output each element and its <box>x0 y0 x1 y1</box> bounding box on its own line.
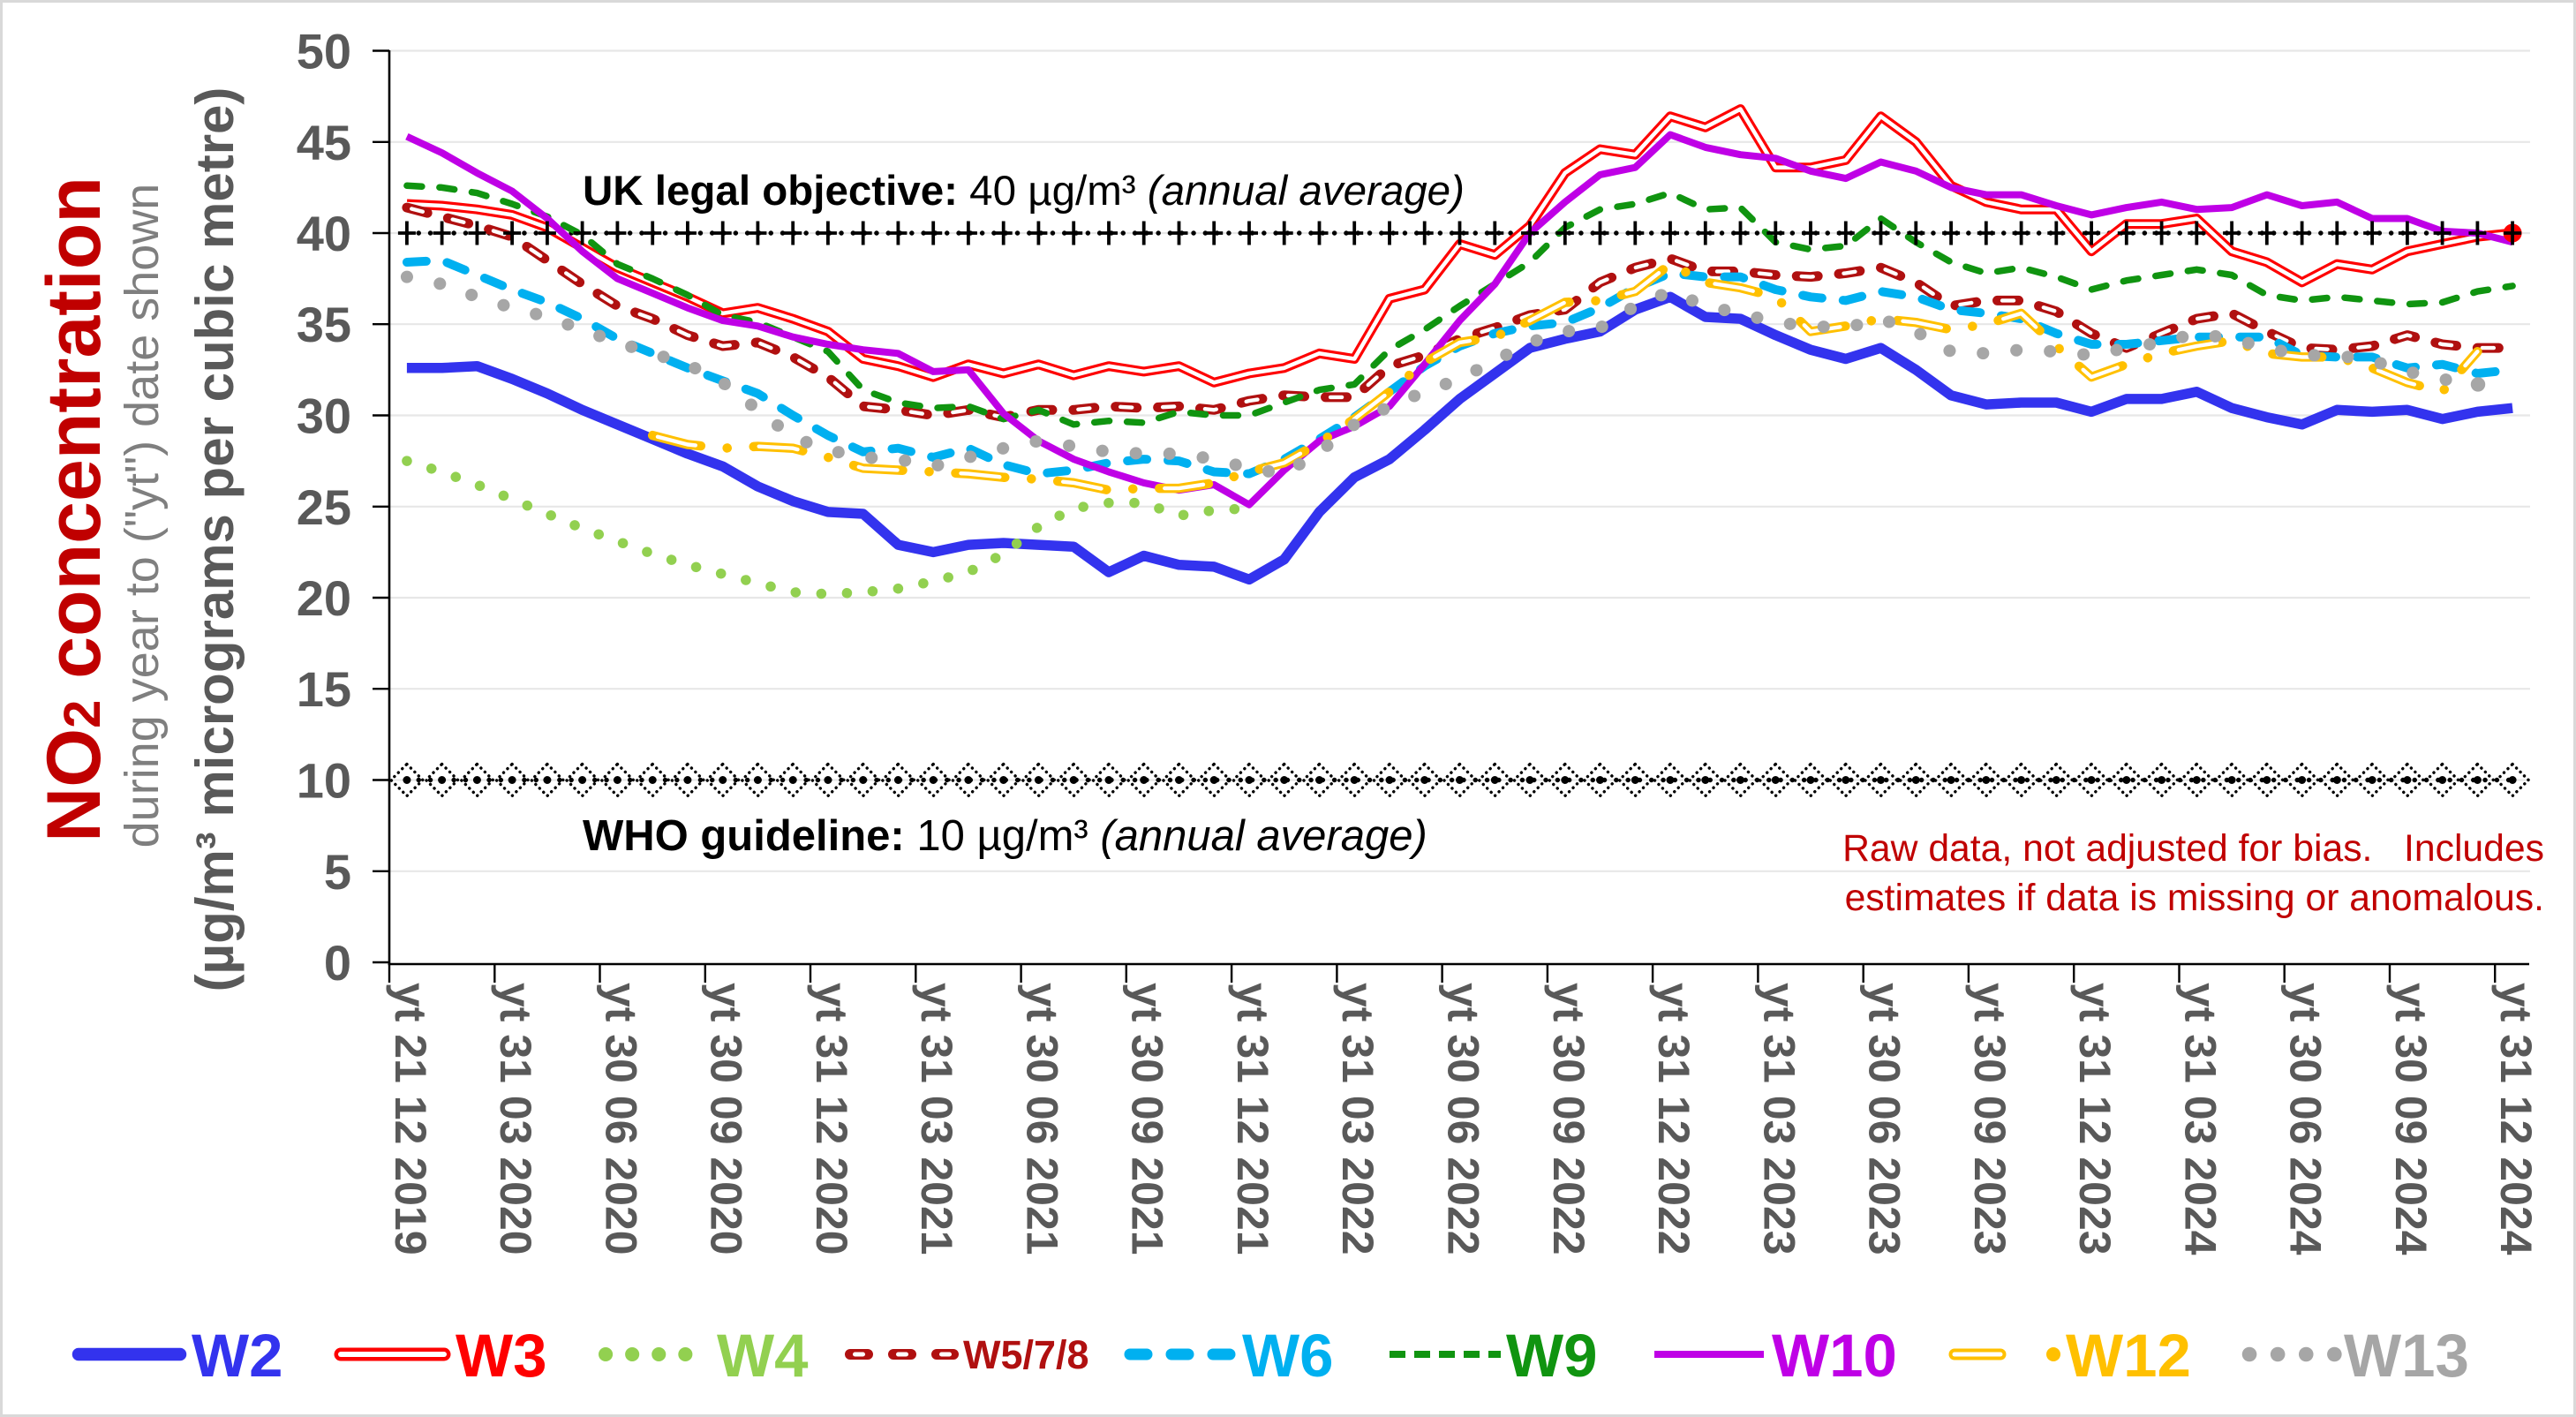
svg-text:W4: W4 <box>717 1322 809 1390</box>
svg-text:40: 40 <box>297 206 351 261</box>
svg-text:yt 30 06 2022: yt 30 06 2022 <box>1439 983 1488 1255</box>
svg-text:W10: W10 <box>1772 1322 1897 1390</box>
svg-text:yt 30 06 2024: yt 30 06 2024 <box>2281 983 2331 1255</box>
svg-text:yt 31 03 2022: yt 31 03 2022 <box>1333 983 1382 1255</box>
svg-text:yt 31 03 2023: yt 31 03 2023 <box>1754 983 1804 1255</box>
svg-text:yt 31 12 2022: yt 31 12 2022 <box>1649 983 1699 1255</box>
svg-text:yt 31 12 2023: yt 31 12 2023 <box>2070 983 2120 1255</box>
svg-text:estimates if data is missing o: estimates if data is missing or anomalou… <box>1845 877 2544 919</box>
svg-text:yt 30 06 2020: yt 30 06 2020 <box>596 983 645 1255</box>
svg-text:W9: W9 <box>1506 1322 1598 1390</box>
svg-text:yt 31 12 2020: yt 31 12 2020 <box>807 983 856 1255</box>
svg-text:yt 31 12 2024: yt 31 12 2024 <box>2491 983 2541 1255</box>
svg-text:W2: W2 <box>192 1322 283 1390</box>
svg-text:WHO guideline: 10 µg/m³ (annua: WHO guideline: 10 µg/m³ (annual average) <box>583 812 1427 860</box>
svg-text:W13: W13 <box>2344 1322 2469 1390</box>
svg-text:W3: W3 <box>456 1322 547 1390</box>
svg-text:15: 15 <box>297 661 351 717</box>
svg-text:10: 10 <box>297 753 351 809</box>
svg-text:yt 30 09 2021: yt 30 09 2021 <box>1123 983 1172 1255</box>
svg-text:0: 0 <box>324 935 351 991</box>
svg-text:yt 21 12 2019: yt 21 12 2019 <box>386 983 435 1255</box>
svg-text:yt 30 09 2020: yt 30 09 2020 <box>702 983 751 1255</box>
svg-text:yt 31 03 2024: yt 31 03 2024 <box>2175 983 2225 1255</box>
svg-text:yt 30 06 2023: yt 30 06 2023 <box>1860 983 1909 1255</box>
svg-text:35: 35 <box>297 297 351 352</box>
svg-text:UK legal objective: 40 µg/m³ (: UK legal objective: 40 µg/m³ (annual ave… <box>583 168 1465 215</box>
svg-text:yt 30 09 2024: yt 30 09 2024 <box>2386 983 2436 1255</box>
svg-text:30: 30 <box>297 388 351 444</box>
svg-text:yt 31 03 2021: yt 31 03 2021 <box>912 983 961 1255</box>
svg-text:W5/7/8: W5/7/8 <box>963 1332 1089 1377</box>
svg-text:50: 50 <box>297 24 351 79</box>
svg-text:during year to ("yt") date sho: during year to ("yt") date shown <box>116 184 169 848</box>
svg-text:Raw data, not adjusted for bia: Raw data, not adjusted for bias. Include… <box>1842 827 2544 870</box>
svg-text:yt 31 12 2021: yt 31 12 2021 <box>1228 983 1277 1255</box>
svg-text:5: 5 <box>324 844 351 900</box>
svg-text:45: 45 <box>297 115 351 170</box>
svg-text:yt 30 09 2022: yt 30 09 2022 <box>1544 983 1593 1255</box>
svg-text:20: 20 <box>297 570 351 626</box>
svg-text:(µg/m³ micrograms per cubic me: (µg/m³ micrograms per cubic metre) <box>185 87 245 992</box>
svg-text:W12: W12 <box>2066 1322 2191 1390</box>
svg-text:NO2 concentration: NO2 concentration <box>32 177 117 842</box>
svg-text:yt 30 06 2021: yt 30 06 2021 <box>1017 983 1066 1255</box>
svg-text:yt 30 09 2023: yt 30 09 2023 <box>1965 983 2015 1255</box>
svg-text:W6: W6 <box>1242 1322 1334 1390</box>
svg-text:25: 25 <box>297 479 351 535</box>
svg-text:yt 31 03 2020: yt 31 03 2020 <box>491 983 540 1255</box>
